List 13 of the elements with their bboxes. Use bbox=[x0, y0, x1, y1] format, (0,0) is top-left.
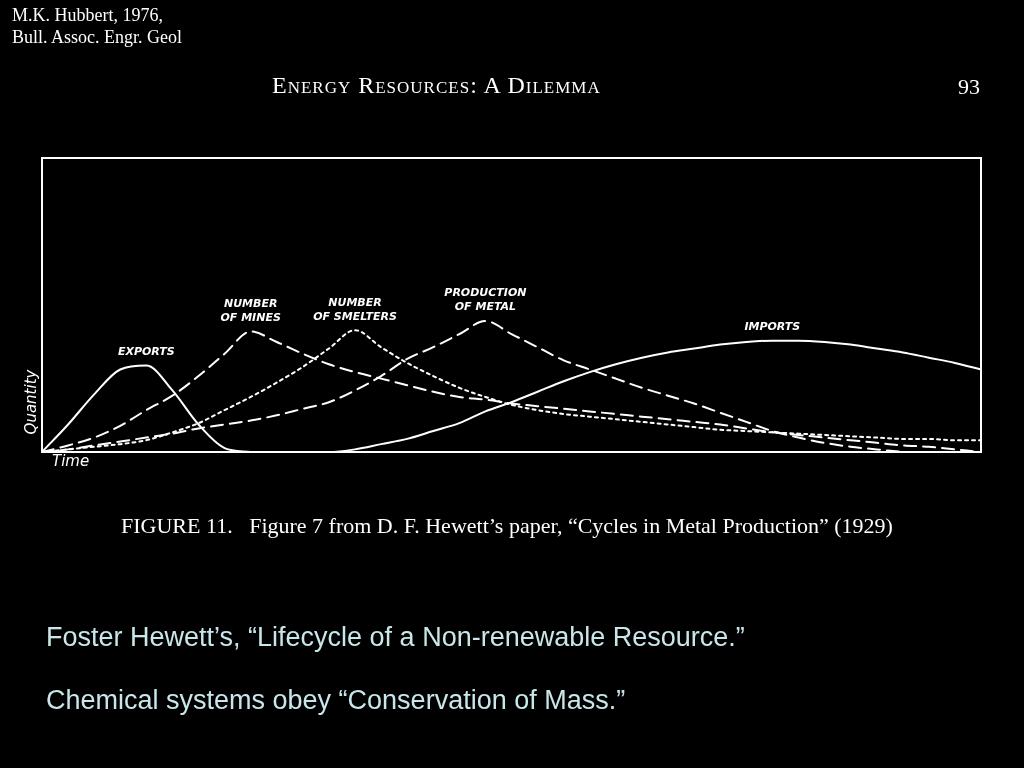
text: Chemical systems obey “Conservation of Mass.” bbox=[46, 685, 626, 716]
y-axis-title: Quantity bbox=[21, 368, 40, 435]
caption: FIGURE 11. Figure 7 from D. F. Hewett’s paper, “Cycles in Metal Production” (1929) bbox=[120, 512, 894, 540]
series-label: IMPORTS bbox=[744, 320, 801, 334]
chart-title: Energy Resources: A Dilemma bbox=[272, 72, 601, 99]
series-label: NUMBER OF SMELTERS bbox=[313, 295, 397, 323]
series-label: EXPORTS bbox=[117, 344, 175, 358]
text: M.K. Hubbert, 1976, Bull. Assoc. Engr. Geol bbox=[12, 4, 183, 48]
text: Foster Hewett’s, “Lifecycle of a Non-renewable Resource.” bbox=[46, 622, 745, 653]
x-axis-title: Time bbox=[52, 452, 90, 471]
series-label: NUMBER OF MINES bbox=[220, 296, 281, 324]
series-label: PRODUCTION OF METAL bbox=[444, 286, 527, 314]
text: 93 bbox=[958, 74, 980, 100]
